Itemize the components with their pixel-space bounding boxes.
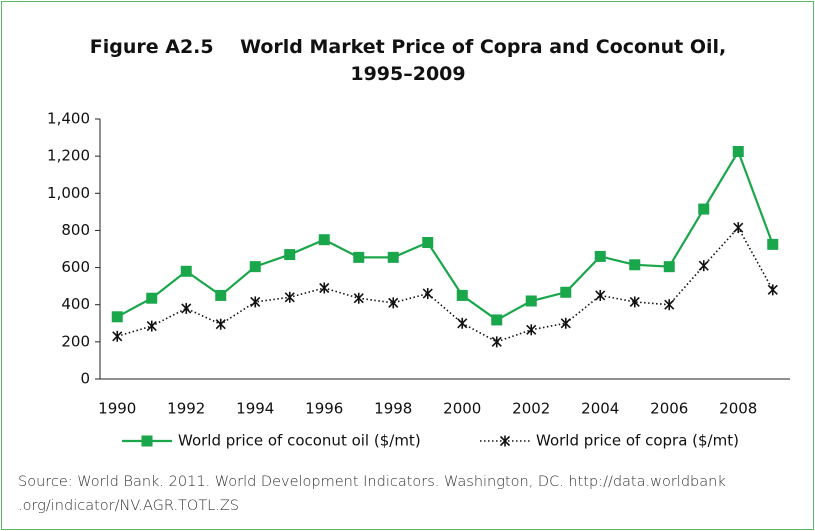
series-line: [116, 148, 774, 322]
series-line: [117, 226, 774, 343]
legend-label: World price of copra ($/mt): [536, 432, 739, 450]
data-point: [146, 292, 158, 304]
source-note: Source: World Bank. 2011. World Developm…: [18, 474, 726, 514]
data-point: [664, 299, 675, 311]
data-point: [353, 251, 365, 263]
data-point: [767, 238, 779, 250]
data-point: [112, 330, 123, 342]
data-point: [318, 234, 330, 246]
data-point: [732, 146, 744, 157]
data-point: [284, 249, 296, 261]
x-tick-label: 1990: [98, 400, 136, 418]
data-point: [111, 311, 123, 323]
data-point: [319, 282, 330, 294]
x-tick-label: 1994: [236, 400, 274, 418]
x-tick-label: 1996: [305, 400, 343, 418]
chart-title: Figure A2.5 World Market Price of Copra …: [78, 34, 738, 88]
y-tick-label: 800: [61, 221, 90, 239]
y-tick-label: 400: [61, 295, 90, 313]
data-point: [146, 320, 157, 332]
legend-marker: [141, 435, 153, 447]
data-point: [180, 265, 192, 277]
data-point: [250, 296, 261, 308]
data-point: [491, 314, 503, 326]
title-text: World Market Price of Copra and Coconut …: [240, 36, 727, 85]
x-tick-label: 1992: [167, 400, 205, 418]
data-point: [526, 324, 537, 336]
data-point: [422, 288, 433, 300]
x-tick-label: 1998: [374, 400, 412, 418]
data-point: [422, 237, 434, 248]
data-point: [457, 317, 468, 329]
x-tick-label: 2002: [512, 400, 550, 418]
data-point: [629, 259, 641, 271]
x-tick-label: 2000: [443, 400, 481, 418]
data-point: [525, 295, 537, 307]
data-point: [388, 297, 399, 309]
data-point: [560, 286, 572, 298]
x-tick-label: 2006: [650, 400, 688, 418]
data-point: [456, 289, 468, 301]
y-tick-label: 1,400: [47, 110, 90, 128]
data-point: [387, 251, 399, 263]
y-tick-label: 1,000: [47, 184, 90, 202]
data-point: [698, 260, 709, 272]
data-point: [284, 291, 295, 303]
data-point: [560, 317, 571, 329]
data-point: [594, 250, 606, 262]
x-tick-label: 2004: [581, 400, 619, 418]
data-point: [629, 296, 640, 308]
legend-label: World price of coconut oil ($/mt): [178, 432, 421, 450]
data-point: [767, 284, 778, 296]
data-point: [249, 261, 261, 273]
data-point: [215, 289, 227, 301]
data-point: [698, 203, 710, 215]
y-tick-label: 600: [61, 258, 90, 276]
legend-marker: [499, 435, 511, 447]
y-tick-label: 0: [80, 370, 90, 388]
figure-label: Figure A2.5: [89, 36, 214, 58]
y-tick-label: 200: [61, 332, 90, 350]
data-point: [733, 222, 744, 234]
data-point: [595, 289, 606, 301]
x-tick-label: 2008: [719, 400, 757, 418]
data-point: [663, 261, 675, 273]
data-point: [181, 302, 192, 314]
data-point: [215, 318, 226, 330]
y-tick-label: 1,200: [47, 147, 90, 165]
data-point: [353, 292, 364, 304]
data-point: [491, 336, 502, 348]
